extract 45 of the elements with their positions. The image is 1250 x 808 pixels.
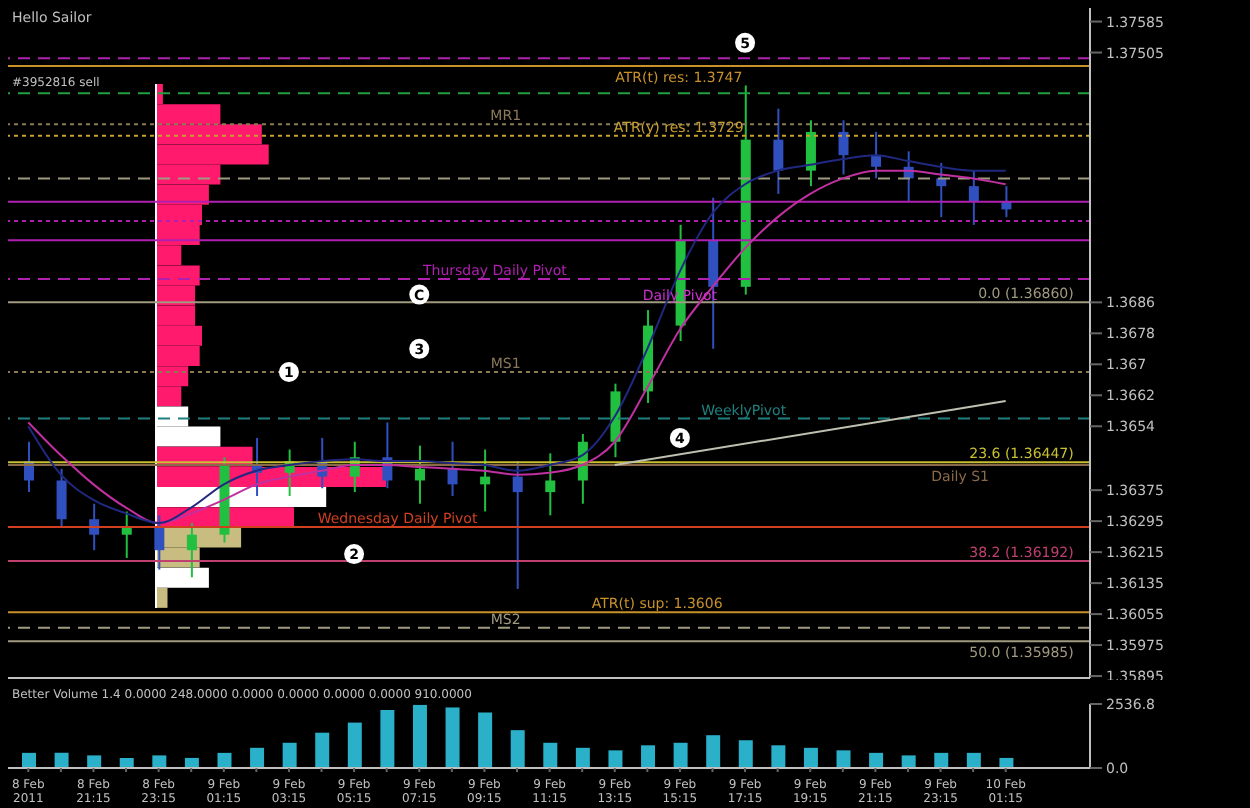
bar xyxy=(673,742,688,768)
candlestick xyxy=(154,514,165,571)
bar xyxy=(771,745,786,768)
candlestick xyxy=(936,161,947,219)
bar xyxy=(836,750,851,768)
bar xyxy=(869,752,884,768)
bar xyxy=(543,742,558,768)
candlestick xyxy=(447,440,458,497)
candlestick xyxy=(773,107,784,195)
bar xyxy=(250,747,265,768)
candlestick xyxy=(414,444,425,505)
bar xyxy=(412,704,427,768)
bar xyxy=(282,742,297,768)
candlestick xyxy=(512,460,523,590)
bar xyxy=(54,752,69,768)
bar xyxy=(156,587,168,608)
candlestick xyxy=(871,130,882,180)
bar xyxy=(901,755,916,768)
candlestick xyxy=(56,467,67,528)
bar xyxy=(706,735,721,768)
bar xyxy=(966,752,981,768)
bar xyxy=(347,722,362,768)
bar xyxy=(608,750,623,768)
bar xyxy=(641,745,656,768)
bar xyxy=(380,709,395,768)
bar xyxy=(510,730,525,768)
bar xyxy=(934,752,949,768)
bar xyxy=(217,752,232,768)
candlestick xyxy=(838,119,849,176)
bar xyxy=(445,707,460,768)
candlestick xyxy=(186,522,197,579)
candlestick xyxy=(805,119,816,188)
bar xyxy=(575,747,590,768)
candlestick xyxy=(121,510,132,559)
bar xyxy=(738,740,753,768)
bar xyxy=(22,752,36,768)
candlestick xyxy=(968,169,979,226)
candlestick xyxy=(89,502,100,552)
bar xyxy=(315,732,330,768)
candlestick xyxy=(545,452,556,517)
bar xyxy=(152,755,167,768)
bar xyxy=(803,747,818,768)
candlestick xyxy=(480,448,491,513)
bar xyxy=(87,755,102,768)
bar xyxy=(478,712,493,768)
